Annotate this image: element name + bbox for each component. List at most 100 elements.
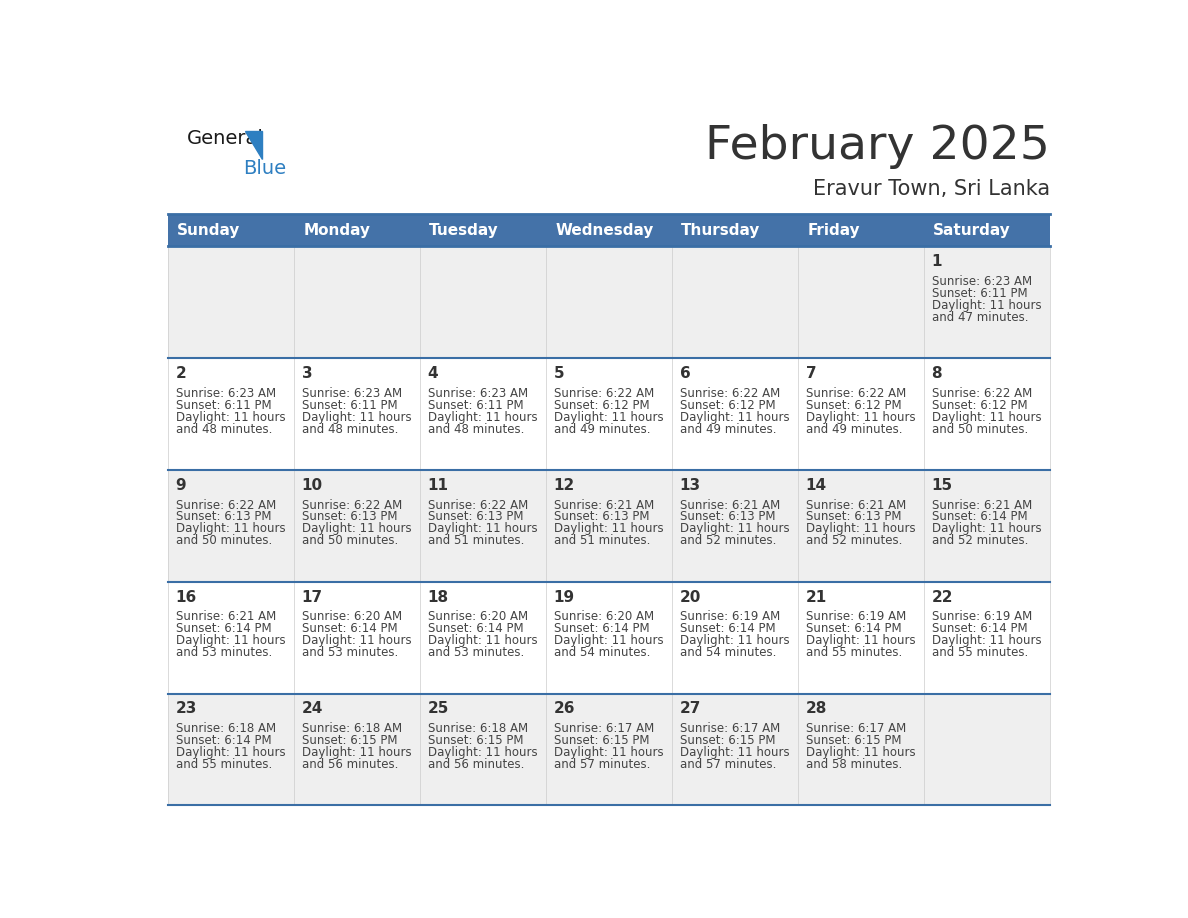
Text: Sunrise: 6:21 AM: Sunrise: 6:21 AM (805, 498, 905, 511)
Text: Daylight: 11 hours: Daylight: 11 hours (176, 746, 285, 759)
Text: Sunset: 6:14 PM: Sunset: 6:14 PM (302, 622, 397, 635)
Text: Daylight: 11 hours: Daylight: 11 hours (680, 634, 789, 647)
Text: Sunrise: 6:22 AM: Sunrise: 6:22 AM (176, 498, 276, 511)
Text: 23: 23 (176, 701, 197, 716)
Bar (168, 246, 1050, 358)
Text: Sunset: 6:11 PM: Sunset: 6:11 PM (302, 398, 397, 411)
Text: Sunrise: 6:18 AM: Sunrise: 6:18 AM (302, 722, 402, 735)
Text: 25: 25 (428, 701, 449, 716)
Text: Sunrise: 6:20 AM: Sunrise: 6:20 AM (302, 610, 402, 623)
Text: 22: 22 (931, 589, 953, 605)
Text: Sunrise: 6:22 AM: Sunrise: 6:22 AM (805, 386, 905, 399)
Text: and 53 minutes.: and 53 minutes. (428, 646, 524, 659)
Polygon shape (245, 131, 261, 159)
Text: Daylight: 11 hours: Daylight: 11 hours (302, 522, 411, 535)
Text: and 57 minutes.: and 57 minutes. (680, 758, 776, 771)
Text: 28: 28 (805, 701, 827, 716)
Text: Sunset: 6:12 PM: Sunset: 6:12 PM (805, 398, 902, 411)
Text: Sunrise: 6:17 AM: Sunrise: 6:17 AM (554, 722, 653, 735)
Text: Daylight: 11 hours: Daylight: 11 hours (302, 634, 411, 647)
Text: and 50 minutes.: and 50 minutes. (931, 422, 1028, 435)
Text: Sunset: 6:12 PM: Sunset: 6:12 PM (554, 398, 649, 411)
Text: 10: 10 (302, 477, 323, 493)
Text: 8: 8 (931, 366, 942, 381)
Text: 21: 21 (805, 589, 827, 605)
Text: General: General (188, 129, 264, 149)
Text: and 56 minutes.: and 56 minutes. (302, 758, 398, 771)
Text: Sunset: 6:14 PM: Sunset: 6:14 PM (176, 622, 271, 635)
Text: Sunset: 6:14 PM: Sunset: 6:14 PM (680, 622, 776, 635)
Text: Sunset: 6:13 PM: Sunset: 6:13 PM (680, 510, 775, 523)
Text: 13: 13 (680, 477, 701, 493)
Text: Sunrise: 6:17 AM: Sunrise: 6:17 AM (805, 722, 905, 735)
Text: 9: 9 (176, 477, 187, 493)
Text: Sunset: 6:11 PM: Sunset: 6:11 PM (428, 398, 523, 411)
Text: and 47 minutes.: and 47 minutes. (931, 311, 1028, 324)
Text: and 52 minutes.: and 52 minutes. (805, 534, 902, 547)
Text: Sunrise: 6:20 AM: Sunrise: 6:20 AM (554, 610, 653, 623)
Text: Sunrise: 6:21 AM: Sunrise: 6:21 AM (680, 498, 779, 511)
Text: Friday: Friday (807, 223, 860, 238)
Text: and 50 minutes.: and 50 minutes. (302, 534, 398, 547)
Text: Sunset: 6:15 PM: Sunset: 6:15 PM (680, 734, 775, 747)
Text: 24: 24 (302, 701, 323, 716)
Text: Sunrise: 6:23 AM: Sunrise: 6:23 AM (931, 274, 1031, 288)
Text: and 54 minutes.: and 54 minutes. (680, 646, 776, 659)
Text: Daylight: 11 hours: Daylight: 11 hours (176, 634, 285, 647)
Text: Daylight: 11 hours: Daylight: 11 hours (554, 410, 663, 423)
Text: and 51 minutes.: and 51 minutes. (554, 534, 650, 547)
Text: Daylight: 11 hours: Daylight: 11 hours (554, 746, 663, 759)
Text: Sunset: 6:13 PM: Sunset: 6:13 PM (302, 510, 397, 523)
Text: Sunset: 6:11 PM: Sunset: 6:11 PM (931, 286, 1028, 300)
Text: Sunset: 6:15 PM: Sunset: 6:15 PM (302, 734, 397, 747)
Text: and 48 minutes.: and 48 minutes. (428, 422, 524, 435)
Text: 27: 27 (680, 701, 701, 716)
Text: Sunrise: 6:18 AM: Sunrise: 6:18 AM (428, 722, 527, 735)
Text: Sunrise: 6:22 AM: Sunrise: 6:22 AM (428, 498, 527, 511)
Text: and 53 minutes.: and 53 minutes. (302, 646, 398, 659)
Text: Wednesday: Wednesday (555, 223, 653, 238)
Text: 11: 11 (428, 477, 449, 493)
Text: Daylight: 11 hours: Daylight: 11 hours (176, 522, 285, 535)
Text: 17: 17 (302, 589, 323, 605)
Text: Daylight: 11 hours: Daylight: 11 hours (931, 299, 1041, 312)
Text: Daylight: 11 hours: Daylight: 11 hours (428, 410, 537, 423)
Text: Daylight: 11 hours: Daylight: 11 hours (680, 522, 789, 535)
Text: Sunset: 6:13 PM: Sunset: 6:13 PM (554, 510, 649, 523)
Text: Thursday: Thursday (681, 223, 760, 238)
Text: and 53 minutes.: and 53 minutes. (176, 646, 272, 659)
Text: Sunrise: 6:21 AM: Sunrise: 6:21 AM (176, 610, 276, 623)
Text: Sunrise: 6:18 AM: Sunrise: 6:18 AM (176, 722, 276, 735)
Text: Sunset: 6:14 PM: Sunset: 6:14 PM (176, 734, 271, 747)
Text: and 55 minutes.: and 55 minutes. (805, 646, 902, 659)
Text: Saturday: Saturday (933, 223, 1011, 238)
Text: Blue: Blue (244, 159, 286, 178)
Text: and 51 minutes.: and 51 minutes. (428, 534, 524, 547)
Text: Sunrise: 6:23 AM: Sunrise: 6:23 AM (176, 386, 276, 399)
Text: Sunset: 6:12 PM: Sunset: 6:12 PM (931, 398, 1028, 411)
Text: 14: 14 (805, 477, 827, 493)
Text: and 55 minutes.: and 55 minutes. (176, 758, 272, 771)
Text: 5: 5 (554, 366, 564, 381)
Text: Sunset: 6:15 PM: Sunset: 6:15 PM (428, 734, 523, 747)
Text: and 52 minutes.: and 52 minutes. (680, 534, 776, 547)
Text: Daylight: 11 hours: Daylight: 11 hours (680, 746, 789, 759)
Text: and 52 minutes.: and 52 minutes. (931, 534, 1028, 547)
Text: 6: 6 (680, 366, 690, 381)
Text: Daylight: 11 hours: Daylight: 11 hours (805, 746, 915, 759)
Text: Daylight: 11 hours: Daylight: 11 hours (931, 634, 1041, 647)
Text: Sunrise: 6:22 AM: Sunrise: 6:22 AM (680, 386, 779, 399)
Text: and 49 minutes.: and 49 minutes. (805, 422, 902, 435)
Text: Daylight: 11 hours: Daylight: 11 hours (428, 634, 537, 647)
Text: 7: 7 (805, 366, 816, 381)
Text: Daylight: 11 hours: Daylight: 11 hours (428, 522, 537, 535)
Text: 1: 1 (931, 254, 942, 269)
Text: Sunrise: 6:22 AM: Sunrise: 6:22 AM (554, 386, 653, 399)
Text: Daylight: 11 hours: Daylight: 11 hours (805, 410, 915, 423)
Text: Eravur Town, Sri Lanka: Eravur Town, Sri Lanka (813, 179, 1050, 199)
Text: Sunset: 6:14 PM: Sunset: 6:14 PM (554, 622, 649, 635)
Text: 18: 18 (428, 589, 449, 605)
Text: Sunrise: 6:17 AM: Sunrise: 6:17 AM (680, 722, 779, 735)
Text: Monday: Monday (303, 223, 371, 238)
Text: Sunset: 6:12 PM: Sunset: 6:12 PM (680, 398, 776, 411)
